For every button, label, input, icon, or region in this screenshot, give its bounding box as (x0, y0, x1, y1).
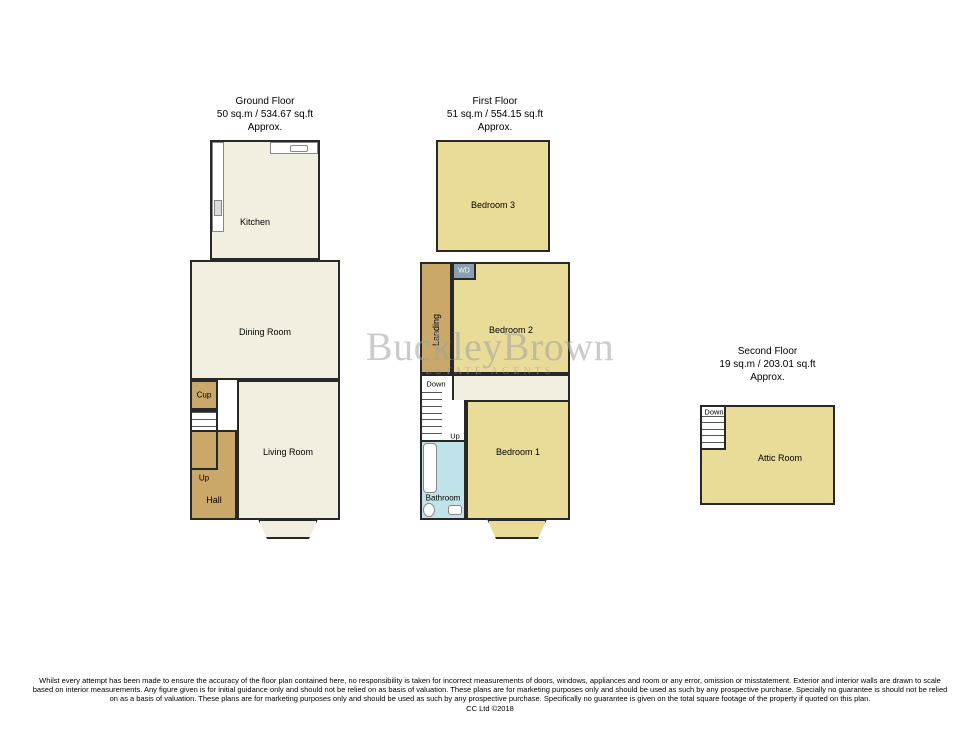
kitchen-label: Kitchen (240, 217, 270, 227)
copyright: CC Ltd ©2018 (466, 704, 514, 713)
attic-label: Attic Room (758, 453, 802, 463)
disclaimer-body: Whilst every attempt has been made to en… (33, 676, 948, 704)
first-title-line3: Approx. (420, 121, 570, 134)
kitchen-sink (290, 145, 308, 152)
first-stairs (422, 392, 442, 440)
wd-label: WD (458, 268, 470, 275)
bathroom-label: Bathroom (426, 494, 461, 503)
attic-down-label: Down (704, 408, 723, 417)
ground-title-line3: Approx. (190, 121, 340, 134)
ground-floor-title: Ground Floor 50 sq.m / 534.67 sq.ft Appr… (190, 95, 340, 134)
ground-title-line2: 50 sq.m / 534.67 sq.ft (190, 108, 340, 121)
ground-stairs-box2 (190, 410, 218, 470)
first-down-label: Down (426, 380, 445, 389)
landing-label: Landing (431, 314, 441, 346)
ground-title-line1: Ground Floor (190, 95, 340, 108)
cup-label: Cup (197, 391, 212, 400)
first-bay (487, 519, 547, 539)
first-corridor (452, 374, 570, 400)
second-title-line1: Second Floor (695, 345, 840, 358)
room-kitchen (210, 140, 320, 260)
second-floor-title: Second Floor 19 sq.m / 203.01 sq.ft Appr… (695, 345, 840, 384)
kitchen-counter-left (212, 142, 224, 232)
room-bed3 (436, 140, 550, 252)
ground-up-label: Up (199, 474, 209, 483)
attic-stairs (702, 416, 724, 448)
first-floor-title: First Floor 51 sq.m / 554.15 sq.ft Appro… (420, 95, 570, 134)
disclaimer-text: Whilst every attempt has been made to en… (30, 676, 950, 714)
bath-tub (423, 443, 437, 493)
floorplan-page: Ground Floor 50 sq.m / 534.67 sq.ft Appr… (0, 0, 980, 735)
dining-label: Dining Room (239, 327, 291, 337)
ground-bay (258, 519, 318, 539)
hall-label: Hall (206, 495, 222, 505)
second-title-line3: Approx. (695, 371, 840, 384)
bed2-label: Bedroom 2 (489, 325, 533, 335)
kitchen-hob (214, 200, 222, 216)
first-title-line1: First Floor (420, 95, 570, 108)
room-dining (190, 260, 340, 380)
first-title-line2: 51 sq.m / 554.15 sq.ft (420, 108, 570, 121)
second-title-line2: 19 sq.m / 203.01 sq.ft (695, 358, 840, 371)
bath-toilet (423, 503, 435, 517)
bed1-label: Bedroom 1 (496, 447, 540, 457)
bed3-label: Bedroom 3 (471, 200, 515, 210)
bath-sink (448, 505, 462, 515)
living-label: Living Room (263, 447, 313, 457)
room-bed1 (466, 400, 570, 520)
